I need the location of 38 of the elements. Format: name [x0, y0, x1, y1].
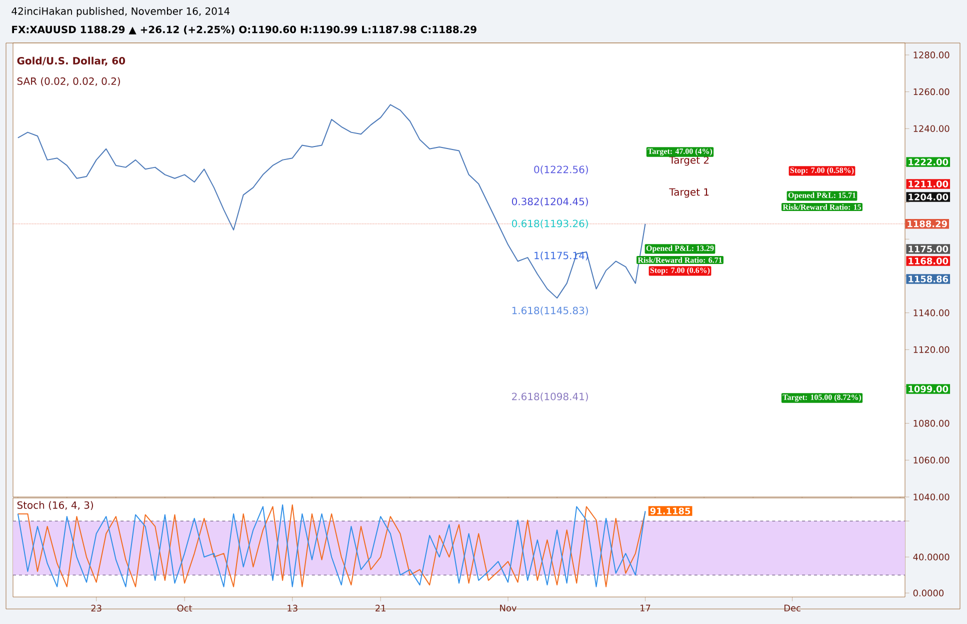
x-tick-label: 21 — [376, 604, 386, 612]
y-tick-label: 1120.00 — [914, 346, 950, 354]
text: 42inciHakan published, November 16, 2014 — [12, 7, 230, 17]
text: FX:XAUUSD 1188.29 ▲ +26.12 (+2.25%) O:1190.60 H:1190.99 L:1187.98 C:1188.29 — [12, 26, 476, 34]
y-tick-label: 1140.00 — [914, 309, 950, 316]
annotation: 0.382(1204.45) — [512, 198, 588, 206]
chart-title: Stoch (16, 4, 3) — [17, 501, 93, 510]
x-tick-label: Nov — [500, 604, 517, 612]
y-tick-label: 1260.00 — [914, 88, 950, 96]
text: 1204.00 — [908, 194, 948, 200]
x-tick-label: Oct — [177, 604, 192, 612]
ref-line-label: 1188.29 — [908, 220, 947, 228]
y-tick-label: 1280.00 — [914, 52, 950, 58]
y-tick-label: 1240.00 — [914, 125, 950, 132]
text: 1222.00 — [908, 158, 948, 166]
text: 1158.86 — [908, 276, 948, 282]
y-tick-label: 1060.00 — [914, 456, 950, 464]
x-tick-label: Dec — [784, 604, 800, 612]
text: 1175.00 — [908, 246, 948, 252]
annotation: Target 1 — [669, 188, 709, 198]
text: Gold/U.S. Dollar, 60 — [17, 56, 126, 66]
x-tick-label: 23 — [91, 604, 102, 612]
annotation: 2.618(1098.41) — [512, 392, 588, 402]
data-label: 91.1185 — [650, 508, 690, 514]
text: 1168.00 — [908, 258, 948, 264]
annotation: 0(1222.56) — [534, 166, 588, 174]
y-tick-label: 0.0000 — [913, 590, 944, 596]
annotation: 1.618(1145.83) — [512, 306, 588, 316]
text: 1211.00 — [908, 180, 948, 188]
x-tick-label: 17 — [640, 604, 650, 612]
text: 1099.00 — [908, 386, 948, 392]
x-tick-label: 13 — [288, 604, 298, 612]
text: SAR (0.02, 0.02, 0.2) — [17, 77, 120, 86]
y-tick-label: 1080.00 — [914, 420, 950, 427]
annotation: 0.618(1193.26) — [512, 220, 588, 228]
y-tick-label: 40.0000 — [913, 554, 950, 560]
y-tick-label: 1040.00 — [914, 494, 950, 500]
annotation: Target 2 — [669, 156, 709, 166]
